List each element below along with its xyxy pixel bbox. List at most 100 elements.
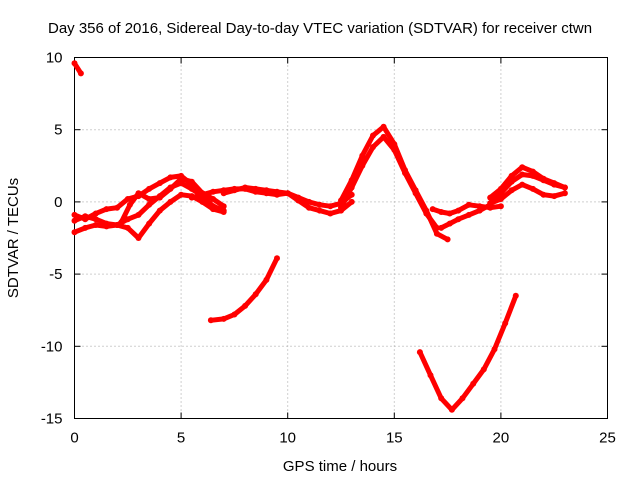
data-point	[71, 229, 78, 236]
data-point	[167, 174, 174, 181]
data-point	[561, 184, 568, 191]
data-point	[306, 204, 312, 211]
data-point	[502, 320, 509, 327]
data-point	[433, 224, 440, 231]
data-point	[370, 132, 376, 139]
data-point	[444, 236, 451, 243]
data-point	[231, 187, 238, 194]
data-point	[263, 187, 270, 194]
data-point	[156, 207, 163, 214]
data-point	[519, 171, 526, 178]
data-point	[491, 346, 498, 353]
x-tick-label: 0	[70, 430, 78, 447]
data-point	[438, 209, 445, 215]
series-arc-i	[338, 134, 440, 231]
data-point	[146, 185, 153, 192]
data-point	[508, 172, 515, 179]
data-point	[274, 255, 280, 262]
data-point	[77, 70, 84, 77]
data-point	[465, 201, 472, 208]
data-point	[71, 60, 78, 67]
data-point	[316, 201, 323, 208]
data-point	[487, 194, 494, 201]
x-tick-label: 25	[599, 430, 616, 447]
data-point	[370, 144, 376, 150]
data-point	[327, 210, 334, 217]
data-point	[412, 190, 419, 197]
data-point	[167, 185, 174, 192]
data-point	[135, 235, 142, 241]
data-point	[103, 223, 110, 230]
data-point	[551, 193, 558, 200]
data-point	[446, 220, 453, 227]
data-point	[306, 198, 312, 205]
data-point	[274, 188, 280, 195]
data-point	[71, 211, 78, 218]
data-point	[359, 152, 366, 159]
data-point	[103, 206, 110, 213]
data-point	[327, 203, 334, 210]
data-series	[71, 60, 568, 413]
data-point	[459, 395, 466, 402]
data-point	[348, 184, 355, 191]
data-point	[220, 315, 227, 322]
data-point	[124, 196, 131, 202]
data-point	[487, 200, 494, 207]
x-tick-label: 5	[177, 430, 185, 447]
data-point	[480, 366, 487, 373]
data-point	[188, 178, 195, 185]
data-point	[156, 180, 163, 187]
grid	[74, 57, 608, 419]
data-point	[438, 224, 445, 231]
data-point	[438, 395, 445, 402]
data-point	[295, 197, 302, 204]
data-point	[231, 311, 238, 318]
data-point	[519, 181, 526, 188]
data-point	[252, 291, 259, 298]
data-point	[210, 206, 217, 213]
data-point	[551, 180, 558, 187]
data-point	[178, 175, 185, 182]
data-point	[316, 207, 323, 214]
data-point	[512, 292, 519, 299]
data-point	[446, 210, 453, 217]
data-point	[92, 210, 99, 217]
data-point	[135, 211, 142, 218]
data-point	[118, 219, 125, 226]
data-point	[529, 185, 536, 192]
data-point	[114, 222, 121, 228]
data-point	[82, 224, 89, 231]
data-point	[210, 196, 217, 202]
y-tick-label: 0	[54, 194, 62, 211]
series-arc-n	[208, 255, 280, 323]
y-tick-label: 5	[54, 122, 62, 139]
data-point	[455, 216, 462, 223]
data-point	[497, 203, 504, 210]
data-point	[448, 406, 455, 413]
data-point	[124, 224, 131, 231]
data-point	[146, 201, 153, 208]
data-point	[210, 188, 217, 195]
y-tick-label: 10	[46, 50, 63, 67]
data-point	[519, 164, 526, 171]
data-point	[263, 276, 270, 283]
data-point	[199, 191, 206, 198]
data-point	[427, 372, 434, 379]
data-point	[561, 190, 568, 197]
data-point	[242, 302, 249, 309]
x-axis-label: GPS time / hours	[283, 458, 397, 475]
data-point	[380, 123, 387, 130]
data-point	[380, 133, 387, 140]
data-point	[348, 198, 355, 205]
data-point	[146, 220, 153, 227]
data-point	[242, 184, 249, 191]
data-point	[82, 216, 89, 223]
data-point	[126, 201, 133, 208]
data-point	[178, 191, 185, 198]
y-tick-label: -5	[49, 266, 62, 283]
data-point	[497, 185, 504, 192]
data-point	[135, 190, 142, 197]
data-point	[199, 198, 206, 205]
data-point	[220, 190, 227, 197]
